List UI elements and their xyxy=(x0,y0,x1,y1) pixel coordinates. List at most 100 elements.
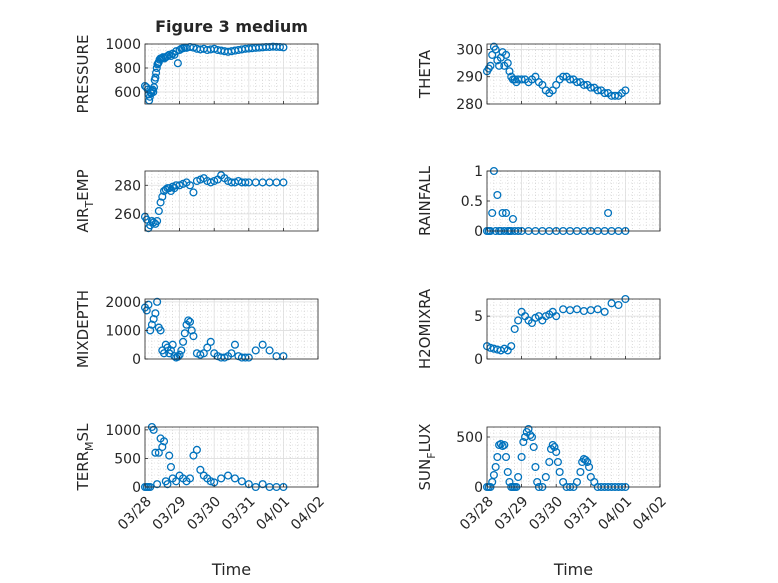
data-point xyxy=(151,309,160,318)
y-axis-label: AIRTEMP xyxy=(74,169,96,232)
data-point xyxy=(572,477,582,487)
data-point xyxy=(203,343,212,352)
data-point xyxy=(508,214,518,224)
data-point xyxy=(159,349,169,358)
y-tick-label: 600 xyxy=(114,85,141,101)
data-point xyxy=(166,462,176,472)
data-point xyxy=(503,467,512,477)
data-point xyxy=(555,467,564,477)
y-tick-label: 300 xyxy=(456,42,483,58)
data-point xyxy=(519,437,528,447)
data-point xyxy=(206,477,215,486)
data-point xyxy=(149,425,158,434)
data-point xyxy=(168,340,177,349)
data-point xyxy=(187,326,196,335)
data-point xyxy=(199,349,208,358)
data-point xyxy=(517,452,526,462)
y-axis-label-subscript: F xyxy=(425,452,438,458)
data-point xyxy=(185,181,195,190)
data-point xyxy=(552,447,561,457)
data-point xyxy=(173,59,182,68)
data-point xyxy=(163,480,172,489)
data-point xyxy=(251,346,260,355)
data-point xyxy=(505,67,514,76)
x-tick-label: 03/30 xyxy=(526,494,566,534)
data-point xyxy=(185,474,195,483)
y-tick-label: 1 xyxy=(474,164,483,180)
y-tick-label: 280 xyxy=(456,97,483,113)
data-point xyxy=(166,346,176,355)
axes-box xyxy=(144,43,319,105)
y-tick-label: 0 xyxy=(474,352,483,368)
data-point xyxy=(514,316,523,325)
panel-pressure: 600 800 1000 PRESSURE Figure 3 medium xyxy=(74,17,319,114)
y-tick-label: 500 xyxy=(456,430,483,446)
data-point xyxy=(500,440,509,450)
data-point xyxy=(593,305,602,314)
data-point xyxy=(565,75,575,84)
data-point xyxy=(152,68,161,77)
data-point xyxy=(279,178,288,187)
data-point xyxy=(149,314,158,324)
data-point xyxy=(158,192,167,201)
data-point xyxy=(154,206,163,216)
data-point xyxy=(559,72,568,81)
data-point xyxy=(154,448,163,457)
y-tick-label: 290 xyxy=(456,70,483,86)
y-axis-label-subscript: T xyxy=(83,201,96,209)
data-point xyxy=(541,472,550,482)
data-point xyxy=(184,316,193,325)
y-axis-label: TERRMSL xyxy=(74,423,96,492)
data-point xyxy=(189,188,198,197)
axes-box xyxy=(486,43,661,105)
data-point xyxy=(223,471,233,480)
data-point xyxy=(158,442,167,452)
data-point xyxy=(491,462,500,472)
y-tick-label: 0 xyxy=(132,480,141,496)
data-point xyxy=(142,306,151,315)
data-point xyxy=(147,320,156,329)
data-point xyxy=(206,337,215,346)
data-point xyxy=(170,352,179,361)
panel-air-temp: 260 280 AIRTEMP xyxy=(74,169,319,233)
data-point xyxy=(501,208,511,218)
data-point xyxy=(498,208,507,218)
y-axis-label: PRESSURE xyxy=(74,35,92,114)
data-point xyxy=(196,465,205,474)
data-point xyxy=(244,480,253,489)
data-point xyxy=(149,87,158,97)
data-point xyxy=(491,45,500,54)
data-point xyxy=(153,297,162,306)
data-point xyxy=(151,448,160,457)
y-tick-label: 0 xyxy=(474,480,483,496)
y-axis-label-part: LUX xyxy=(416,424,434,453)
data-point xyxy=(501,50,511,59)
data-point xyxy=(514,472,523,482)
data-point xyxy=(533,477,542,487)
data-point xyxy=(189,332,198,341)
data-point xyxy=(192,445,201,454)
data-point xyxy=(593,86,602,95)
data-point xyxy=(156,326,165,335)
data-point xyxy=(180,329,189,338)
data-point xyxy=(510,324,519,334)
y-tick-label: 260 xyxy=(114,207,141,223)
data-point xyxy=(153,216,162,226)
data-point xyxy=(153,480,162,489)
data-point xyxy=(495,61,504,70)
y-tick-label: 1000 xyxy=(105,423,141,439)
data-point xyxy=(165,50,174,59)
data-point xyxy=(185,317,195,326)
x-tick-label: 04/01 xyxy=(253,494,293,534)
y-axis-label: SUNFLUX xyxy=(416,424,438,491)
data-point xyxy=(172,477,181,486)
data-point xyxy=(526,430,535,440)
y-tick-label: 500 xyxy=(114,451,141,467)
axes-box xyxy=(144,298,319,360)
y-axis-label: THETA xyxy=(416,49,434,99)
data-point xyxy=(142,215,151,224)
data-point xyxy=(244,353,253,362)
data-point xyxy=(621,86,630,95)
data-point xyxy=(583,457,592,467)
